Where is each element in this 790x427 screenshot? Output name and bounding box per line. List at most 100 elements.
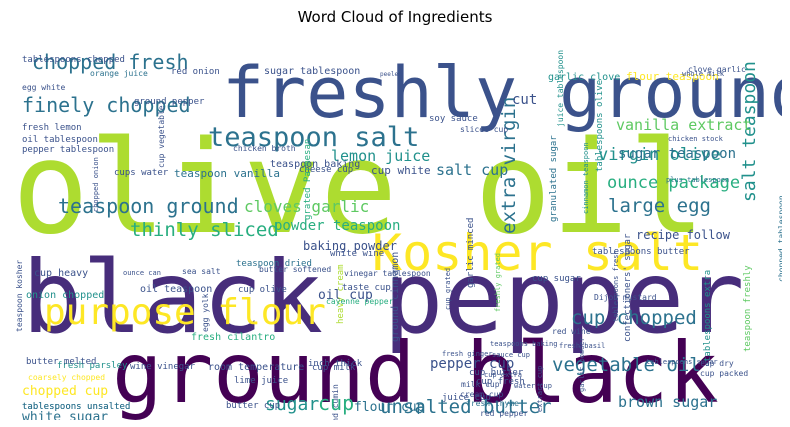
word-cloud-word: finely chopped bbox=[22, 93, 191, 117]
word-cloud-word: wine vinegar bbox=[130, 362, 196, 372]
word-cloud-word: tablespoons extra bbox=[703, 270, 713, 362]
word-cloud-word: sugar tablespoon bbox=[264, 66, 360, 77]
word-cloud-word: taste cup bbox=[342, 283, 391, 293]
word-cloud-word: unsalted butter bbox=[380, 396, 552, 418]
word-cloud-word: juice tablespoon bbox=[556, 50, 565, 127]
word-cloud-word: lemon juice bbox=[331, 147, 430, 165]
word-cloud-word: soy sauce bbox=[429, 114, 478, 124]
word-cloud-word: fresh thyme bbox=[466, 399, 519, 408]
word-cloud-word: ground cumin bbox=[331, 384, 340, 420]
word-cloud-word: thinly sliced bbox=[130, 219, 279, 241]
word-cloud-word: cup milk bbox=[312, 363, 356, 373]
word-cloud-word: coarsely chopped bbox=[28, 373, 105, 382]
word-cloud-word: fresh basil bbox=[559, 342, 605, 350]
word-cloud-word: tablespoons butter bbox=[592, 247, 690, 257]
word-cloud-word: fresh cilantro bbox=[191, 332, 275, 343]
word-cloud-word: clove garlic bbox=[688, 65, 746, 74]
word-cloud-word: vinegar tablespoon bbox=[344, 269, 431, 278]
word-cloud-word: oil teaspoon bbox=[140, 284, 212, 295]
word-cloud-word: olive oil bbox=[12, 114, 706, 263]
word-cloud-word: whole milk bbox=[682, 70, 725, 78]
word-cloud-word: cayenne pepper bbox=[326, 297, 394, 306]
word-cloud-word: red onion bbox=[171, 67, 220, 77]
word-cloud-word: orange juice bbox=[90, 69, 148, 78]
word-cloud-word: flour cup bbox=[354, 400, 425, 415]
word-cloud-word: sliced cup bbox=[460, 125, 508, 134]
word-cloud-word: salt teaspoon bbox=[739, 61, 760, 202]
word-cloud-word: garlic minced bbox=[466, 218, 476, 288]
word-cloud-word: cup butter bbox=[469, 368, 524, 378]
word-cloud-word: egg yolk bbox=[201, 293, 210, 332]
word-cloud-word: Kosher salt bbox=[372, 224, 703, 282]
word-cloud-word: vanilla extract bbox=[616, 116, 751, 134]
word-cloud-word: grated Parmesan bbox=[303, 139, 313, 220]
word-cloud-word: cup fresh bbox=[476, 377, 525, 387]
word-cloud-word: cup chopped bbox=[571, 307, 697, 329]
word-cloud-word: garlic powder bbox=[578, 337, 586, 392]
word-cloud-word: oil cup bbox=[318, 288, 373, 303]
word-cloud-word: ounce can bbox=[123, 269, 161, 277]
word-cloud-word: cloves garlic bbox=[244, 197, 369, 216]
word-cloud-word: Dijon mustard bbox=[594, 293, 657, 302]
word-cloud-word: cinnamon teaspoon bbox=[582, 142, 590, 214]
word-cloud-word: chopped onion bbox=[92, 157, 100, 212]
word-cloud-word: peeled bbox=[380, 71, 402, 78]
word-cloud-word: cup dry bbox=[700, 359, 734, 368]
word-cloud-word: cup heavy bbox=[34, 268, 88, 279]
word-cloud-word: extra virgin bbox=[498, 97, 520, 234]
word-cloud-word: egg white bbox=[22, 83, 66, 92]
word-cloud-word: salt cup bbox=[436, 161, 508, 179]
word-cloud-word: sauce cup bbox=[492, 351, 530, 359]
word-cloud-word: large egg bbox=[608, 195, 711, 217]
word-cloud-word: tablespoons unsalted bbox=[22, 402, 130, 412]
word-cloud-word: ounce package bbox=[607, 173, 740, 193]
word-cloud-word: tablespoons chopped bbox=[22, 55, 125, 65]
word-cloud-word: cup bbox=[318, 391, 354, 415]
word-cloud-word: chopped cup bbox=[22, 384, 108, 399]
word-cloud-word: sea salt bbox=[182, 267, 221, 276]
word-cloud-word: freshly grated bbox=[494, 253, 502, 312]
word-cloud-word: tablespoons sugar bbox=[646, 358, 718, 366]
word-cloud-word: cream cup bbox=[460, 390, 504, 399]
word-cloud-word: vegetable oil bbox=[552, 354, 701, 376]
word-cloud-word: powder teaspoon bbox=[274, 218, 400, 234]
word-cloud-word: ground black bbox=[112, 324, 719, 420]
word-cloud-word: fresh lemon bbox=[22, 123, 82, 133]
word-cloud-word: cheese cup bbox=[299, 165, 353, 175]
word-cloud-word: ground pepper bbox=[134, 97, 205, 107]
word-cloud-word: baking powder bbox=[303, 239, 397, 253]
word-cloud-word: heavy cream bbox=[336, 264, 346, 324]
word-cloud-word: teaspoon vanilla bbox=[174, 167, 280, 180]
chart-title: Word Cloud of Ingredients bbox=[297, 8, 493, 26]
word-cloud-word: plus tablespoon bbox=[666, 176, 729, 184]
word-cloud-word: virgin olive bbox=[598, 145, 721, 165]
word-cloud-word: teaspoon ground bbox=[58, 194, 239, 218]
word-cloud-word: cups water bbox=[114, 168, 169, 178]
word-cloud-word: pepper cup bbox=[430, 356, 514, 372]
word-cloud-word: white wine bbox=[330, 249, 384, 259]
word-cloud-word: chopped fresh bbox=[32, 50, 189, 74]
word-cloud-word: lime juice bbox=[234, 376, 288, 386]
word-cloud: olive oil black pepper ground black freshly… bbox=[8, 32, 782, 420]
word-cloud-word: cup extra bbox=[484, 371, 522, 379]
word-cloud-word: teaspoon kosher bbox=[15, 260, 24, 332]
word-cloud-word: flour teaspoon bbox=[626, 70, 719, 83]
word-cloud-word: butter melted bbox=[26, 357, 96, 367]
word-cloud-word: cup olive bbox=[238, 285, 287, 295]
word-cloud-word: cup vegetable bbox=[157, 105, 166, 168]
word-cloud-word: cup sugar bbox=[532, 274, 581, 284]
word-cloud-word: tablespoons fresh bbox=[612, 250, 620, 322]
word-cloud-word: confectioners' sugar bbox=[623, 233, 633, 342]
word-cloud-word: sugar bbox=[265, 394, 319, 415]
word-cloud-word: fresh ginger bbox=[442, 350, 493, 358]
word-cloud-word: garlic clove bbox=[548, 72, 620, 83]
word-cloud-word: black pepper bbox=[22, 239, 744, 356]
word-cloud-word: ground cinnamon bbox=[390, 252, 401, 342]
word-cloud-word: chicken broth bbox=[233, 144, 296, 153]
word-cloud-word: teaspoon baking bbox=[270, 159, 360, 170]
word-cloud-word: cut bbox=[512, 92, 537, 108]
word-cloud-word: red wine bbox=[552, 327, 591, 336]
word-cloud-word: white sugar bbox=[22, 410, 108, 420]
word-cloud-word: chicken stock bbox=[668, 135, 724, 143]
word-cloud-word: teaspoons baking bbox=[490, 340, 557, 348]
